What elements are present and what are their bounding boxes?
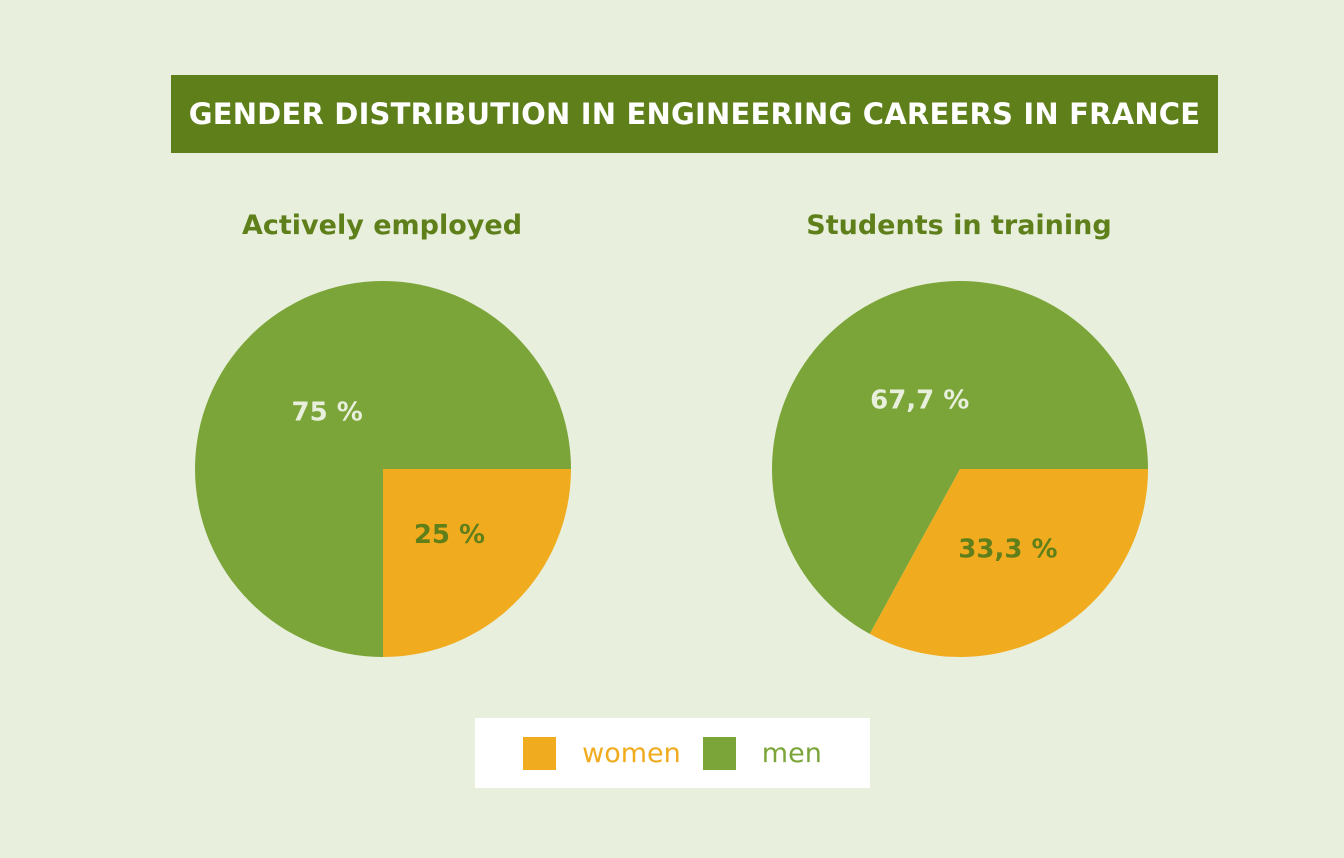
legend-item-women: women <box>523 736 681 770</box>
legend: women men <box>475 718 870 788</box>
pie-0-slice-men <box>195 281 571 657</box>
pie-1-label-men: 67,7 % <box>870 386 969 416</box>
legend-swatch-men <box>702 736 736 770</box>
pie-0-slice-women <box>383 469 571 657</box>
legend-swatch-women <box>523 736 557 770</box>
legend-label-men: men <box>761 737 822 769</box>
title-banner: GENDER DISTRIBUTION IN ENGINEERING CAREE… <box>171 75 1218 153</box>
pie-title-students: Students in training <box>806 210 1112 241</box>
pie-1-slice-women <box>869 469 1148 657</box>
legend-item-men: men <box>702 736 822 770</box>
pie-0-label-men: 75 % <box>292 398 363 428</box>
chart-title: GENDER DISTRIBUTION IN ENGINEERING CAREE… <box>188 97 1201 131</box>
pie-1-slice-men <box>772 280 1148 634</box>
legend-label-women: women <box>582 737 681 769</box>
pie-1-label-women: 33,3 % <box>958 534 1057 564</box>
pie-0-label-women: 25 % <box>414 520 485 550</box>
pie-title-employed: Actively employed <box>241 210 523 241</box>
